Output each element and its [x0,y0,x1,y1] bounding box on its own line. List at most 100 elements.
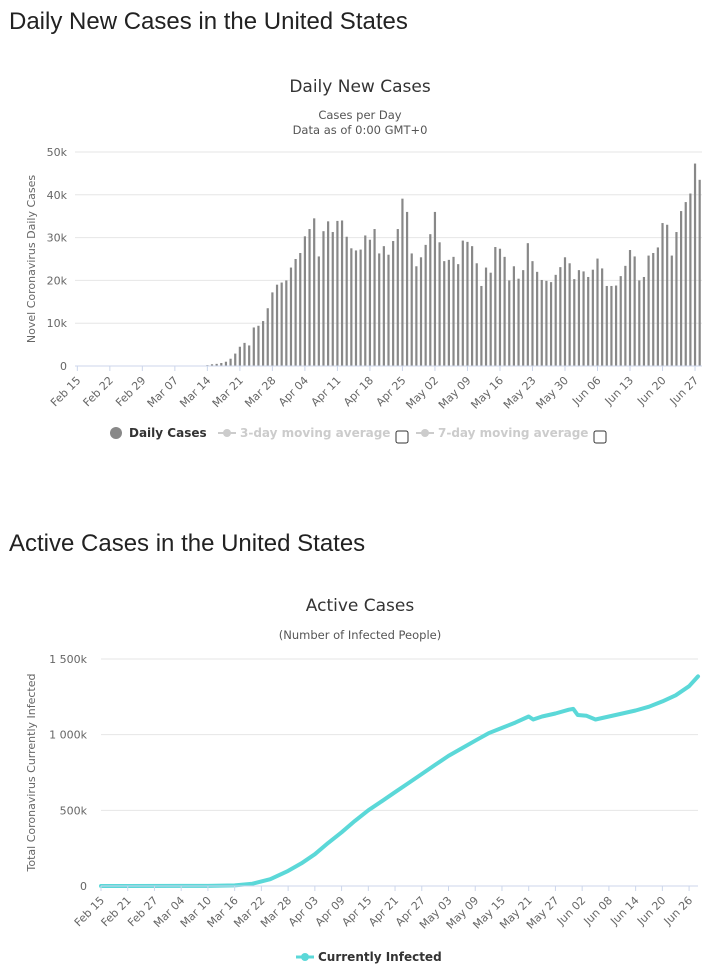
chart-subtitle-line1: Cases per Day [318,108,401,122]
bar [628,250,632,366]
chart-subtitle: (Number of Infected People) [279,628,441,642]
legend-marker-daily-cases [110,427,122,439]
bar [238,346,241,366]
bar [563,257,567,366]
x-tick-label: Jun 14 [607,894,641,928]
bar [642,276,646,366]
bar [610,285,613,366]
bar [299,253,302,366]
bar [619,276,622,366]
bar [489,272,492,366]
bar [554,274,557,366]
x-tick-label: Apr 25 [374,374,409,409]
bar [317,256,320,366]
bar [559,267,562,366]
bar [587,276,590,366]
bar [480,285,483,366]
legend-marker-currently-infected [301,953,309,961]
bar [215,363,218,366]
bar [229,358,232,366]
bar [508,280,511,366]
bar [280,282,283,366]
bar [484,267,488,366]
bar [680,211,683,366]
bar [275,284,279,366]
x-tick-label: Mar 28 [242,374,278,410]
x-tick-label: May 23 [501,374,539,412]
y-tick-label: 1 500k [49,653,87,666]
legend-label-3day: 3-day moving average [240,426,390,440]
bar [457,264,460,366]
bar [308,229,311,366]
bar [675,232,678,366]
x-tick-label: Jun 20 [634,374,668,408]
bar [666,224,669,366]
active-cases-chart: Active Cases (Number of Infected People) 0… [25,596,700,964]
bar [647,255,650,366]
bar [526,243,529,366]
x-tick-label: Jun 27 [667,374,701,408]
legend-marker-3day [223,429,231,437]
chart-subtitle-line2: Data as of 0:00 GMT+0 [293,123,428,137]
bar [438,242,441,366]
bar [368,239,372,366]
bar [210,364,214,366]
bar [405,211,409,366]
bar [336,220,339,366]
bar [419,257,423,366]
bar [243,342,246,366]
bar [252,327,255,366]
bar [624,265,627,366]
bar [340,220,344,366]
bar [373,229,376,366]
bar [364,235,367,366]
bar [313,218,316,366]
bar [522,270,525,366]
y-tick-label: 30k [47,232,68,245]
x-tick-label: Jun 13 [602,374,636,408]
y-tick-label: 1 000k [49,729,87,742]
bar [303,236,306,366]
bar [322,231,325,366]
bar [536,271,539,366]
bar [661,223,664,366]
y-tick-label: 20k [47,274,68,287]
legend-label-daily-cases: Daily Cases [129,426,207,440]
legend-checkbox-3day [395,430,409,444]
bar [410,253,413,366]
bar [461,240,464,366]
bar [582,271,585,366]
active-section-title: Active Cases in the United States [9,530,366,557]
bar [220,363,223,366]
x-tick-label: Apr 11 [309,374,344,409]
x-tick-label: Apr 04 [276,374,311,409]
legend-marker-7day [421,429,429,437]
x-tick-label: Feb 15 [48,374,83,409]
bar [289,267,293,366]
y-axis-label: Total Coronavirus Currently Infected [25,674,38,873]
bar [568,263,571,366]
y-tick-label: 0 [60,360,67,373]
bar [331,232,334,366]
y-tick-label: 0 [80,880,87,893]
bar [354,250,358,366]
bar [577,270,581,366]
bar [294,259,297,366]
bar [415,266,418,366]
x-tick-label: Jun 06 [569,374,603,408]
bar [494,247,497,366]
bar [475,263,478,366]
bar [614,285,618,366]
bar [545,280,548,366]
bar [327,221,330,366]
bar [234,353,237,366]
chart-title: Daily New Cases [289,77,431,97]
bar [452,256,455,366]
bar [601,268,604,366]
x-tick-label: Feb 22 [81,374,116,409]
bar [224,361,228,366]
x-tick-label: Mar 07 [145,374,181,410]
x-tick-label: Jun 08 [581,894,615,928]
bar [285,280,288,366]
